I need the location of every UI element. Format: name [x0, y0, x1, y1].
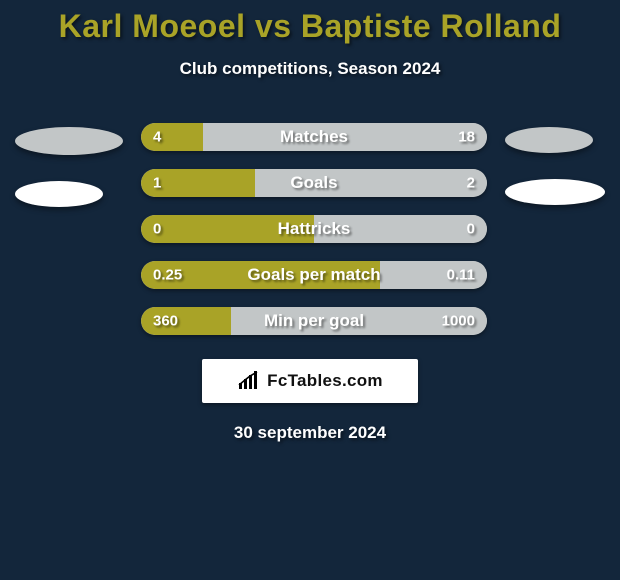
brand-box: FcTables.com [202, 359, 418, 403]
bar-chart-icon [237, 371, 261, 391]
stat-label: Hattricks [278, 219, 351, 239]
stat-value-right: 1000 [442, 313, 475, 330]
page-subtitle: Club competitions, Season 2024 [0, 59, 620, 79]
page-title: Karl Moeoel vs Baptiste Rolland [0, 8, 620, 45]
comparison-body: 4 18 Matches 1 2 Goals 0 0 Hattricks 0.25 0.11 Goal… [0, 123, 620, 335]
comparison-infographic: Karl Moeoel vs Baptiste Rolland Club com… [0, 0, 620, 580]
stat-value-left: 4 [153, 129, 161, 146]
date-text: 30 september 2024 [0, 423, 620, 443]
stat-value-right: 0 [467, 221, 475, 238]
stat-bar: 0 0 Hattricks [141, 215, 487, 243]
left-ellipse [15, 181, 103, 207]
brand-text: FcTables.com [267, 371, 383, 391]
stat-value-left: 360 [153, 313, 178, 330]
stat-bar: 1 2 Goals [141, 169, 487, 197]
stat-bar: 0.25 0.11 Goals per match [141, 261, 487, 289]
footer: FcTables.com 30 september 2024 [0, 359, 620, 443]
stat-bar: 360 1000 Min per goal [141, 307, 487, 335]
right-ellipse [505, 127, 593, 153]
stat-value-right: 0.11 [447, 267, 475, 284]
stat-value-right: 18 [458, 129, 475, 146]
stat-label: Goals [290, 173, 337, 193]
left-ellipse-stack [15, 123, 123, 207]
stats-column: 4 18 Matches 1 2 Goals 0 0 Hattricks 0.25 0.11 Goal… [141, 123, 487, 335]
stat-label: Matches [280, 127, 348, 147]
stat-label: Min per goal [264, 311, 364, 331]
right-ellipse [505, 179, 605, 205]
stat-value-right: 2 [467, 175, 475, 192]
stat-value-left: 1 [153, 175, 161, 192]
stat-fill-left [141, 123, 203, 151]
left-ellipse [15, 127, 123, 155]
stat-value-left: 0.25 [153, 267, 182, 284]
stat-value-left: 0 [153, 221, 161, 238]
stat-bar: 4 18 Matches [141, 123, 487, 151]
right-ellipse-stack [505, 123, 605, 205]
stat-label: Goals per match [247, 265, 380, 285]
